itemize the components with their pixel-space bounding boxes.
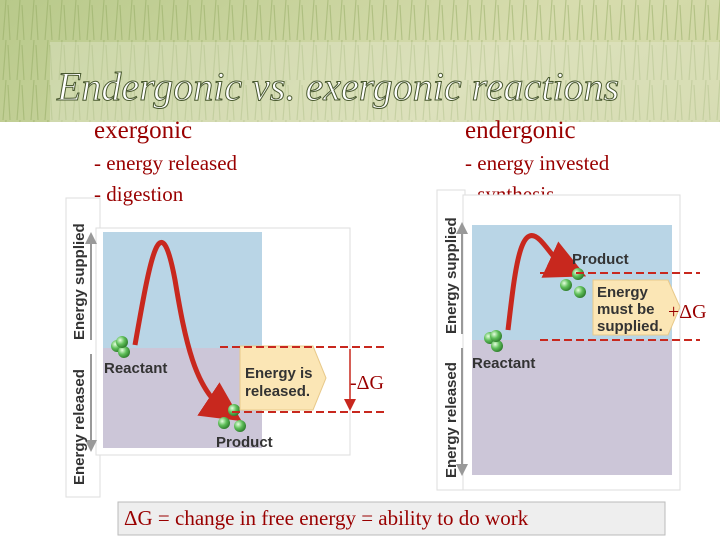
note: Energy is <box>245 365 313 382</box>
title: Endergonic vs. exergonic reactions <box>56 64 619 109</box>
axis-label: Energy supplied <box>443 217 460 334</box>
label: Reactant <box>104 360 167 377</box>
delta-g: +ΔG <box>668 301 707 323</box>
note: must be <box>597 301 655 318</box>
note: Energy <box>597 284 649 301</box>
footer: ΔG = change in free energy = ability to … <box>124 506 529 530</box>
note: released. <box>245 383 310 400</box>
note: supplied. <box>597 318 663 335</box>
label: Product <box>216 434 273 451</box>
delta-g: -ΔG <box>350 372 384 394</box>
axis-label: Energy supplied <box>71 223 88 340</box>
label: Product <box>572 251 629 268</box>
endergonic-diagram: Energy supplied Energy released Reactant… <box>436 189 707 491</box>
title-band <box>50 42 720 122</box>
bullet: - energy invested <box>465 151 610 175</box>
bullet: - energy released <box>94 151 238 175</box>
axis-label: Energy released <box>443 362 460 478</box>
label: Reactant <box>472 355 535 372</box>
bullet: - digestion <box>94 182 184 206</box>
footer-box <box>117 501 666 536</box>
axis-label: Energy released <box>71 369 88 485</box>
heading: endergonic <box>465 117 576 144</box>
exergonic-diagram: Energy supplied Energy released Reactant… <box>65 197 385 498</box>
heading: exergonic <box>94 117 192 144</box>
